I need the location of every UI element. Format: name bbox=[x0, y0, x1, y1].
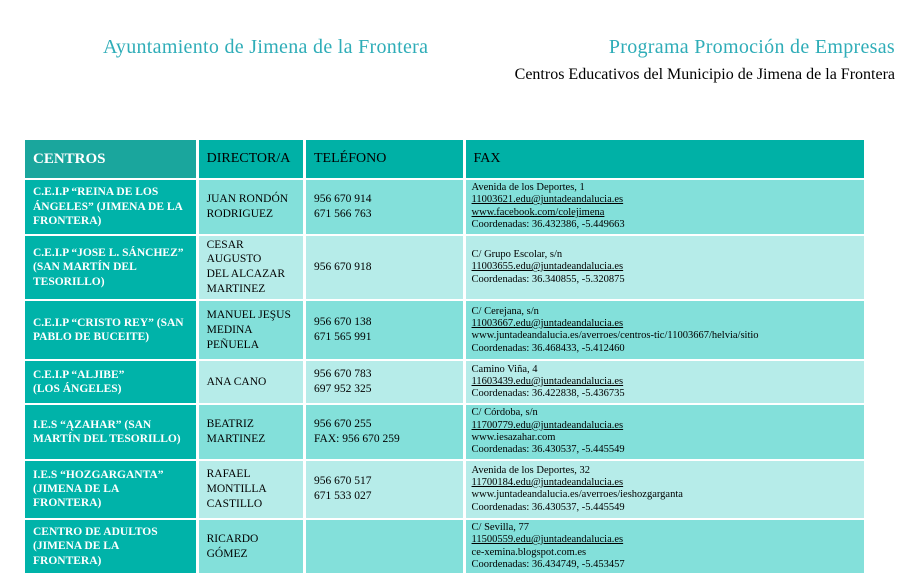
telefono-cell: 956 670 783 697 952 325 bbox=[305, 361, 463, 404]
coordinates-line: Coordenadas: 36.430537, -5.445549 bbox=[471, 444, 625, 456]
address-line: C/ Cerejana, s/n bbox=[471, 305, 539, 317]
address-line: C/ Córdoba, s/n bbox=[471, 407, 538, 419]
fax-cell: C/ Sevilla, 77 11500559.edu@juntadeandal… bbox=[465, 519, 864, 574]
page-title-right: Programa Promoción de Empresas bbox=[608, 36, 895, 58]
coordinates-line: Coordenadas: 36.430537, -5.445549 bbox=[471, 501, 625, 513]
fax-cell: Camino Viña, 4 11603439.edu@juntadeandal… bbox=[465, 361, 864, 404]
centro-cell: C.E.I.P “CRISTO REY” (SAN PABLO DE BUCEI… bbox=[25, 301, 196, 360]
coordinates-line: Coordenadas: 36.434749, -5.453457 bbox=[471, 558, 625, 570]
website-link: www.juntadeandalucia.es/averroes/centros… bbox=[471, 330, 759, 342]
director-cell: MANUEL JEŞUS MEDINA PEÑUELA bbox=[198, 301, 303, 360]
website-link: www.iesazahar.com bbox=[471, 432, 556, 443]
fax-cell: C/ Cerejana, s/n 11003667.edu@juntadeand… bbox=[465, 301, 864, 360]
telefono-cell: 956 670 138 671 565 991 bbox=[305, 301, 463, 360]
coordinates-line: Coordenadas: 36.340855, -5.320875 bbox=[471, 273, 625, 285]
page-title-left: Ayuntamiento de Jimena de la Frontera bbox=[103, 36, 429, 58]
table-row: C.E.I.P “CRISTO REY” (SAN PABLO DE BUCEI… bbox=[25, 301, 864, 360]
director-cell: RAFAEL MONTILLA CASTILLO bbox=[198, 460, 303, 518]
centro-cell: C.E.I.P “ALJIBE” (LOS ÁNGELES) bbox=[25, 361, 196, 404]
telefono-cell bbox=[305, 519, 463, 574]
centro-cell: I.E.S “ĄZAHAR” (SAN MARTÍN DEL TESORILLO… bbox=[25, 405, 196, 459]
column-header-director: DIRECTOR/A bbox=[198, 140, 303, 178]
email-link[interactable]: 11003655.edu@juntadeandalucia.es bbox=[471, 261, 624, 273]
table-header: CENTROS DIRECTOR/A TELÉFONO FAX bbox=[25, 140, 864, 178]
table-row: C.E.I.P “ALJIBE” (LOS ÁNGELES) ANA CANO … bbox=[25, 361, 864, 404]
address-line: Camino Viña, 4 bbox=[471, 363, 538, 375]
table-row: CENTRO DE ADULTOS (JIMENA DE LA FRONTERA… bbox=[25, 519, 864, 574]
coordinates-line: Coordenadas: 36.422838, -5.436735 bbox=[471, 388, 625, 400]
website-link[interactable]: www.facebook.com/colejimena bbox=[471, 206, 605, 218]
email-link[interactable]: 11003621.edu@juntadeandalucia.es bbox=[471, 194, 624, 206]
coordinates-line: Coordenadas: 36.432386, -5.449663 bbox=[471, 219, 625, 231]
address-line: C/ Grupo Escolar, s/n bbox=[471, 248, 563, 260]
column-header-centros: CENTROS bbox=[25, 140, 196, 178]
fax-cell: C/ Grupo Escolar, s/n 11003655.edu@junta… bbox=[465, 235, 864, 300]
director-cell: BEATRIZ MARTINEZ bbox=[198, 405, 303, 459]
table-row: C.E.I.P “JOSE L. SÁNCHEZ” (SAN MARTÍN DE… bbox=[25, 235, 864, 300]
fax-cell: Avenida de los Deportes, 1 11003621.edu@… bbox=[465, 180, 864, 234]
telefono-cell: 956 670 255 FAX: 956 670 259 bbox=[305, 405, 463, 459]
table-row: C.E.I.P “REINA DE LOS ÁNGELES” (JIMENA D… bbox=[25, 180, 864, 234]
document-page: { "header": { "title_left": "Ayuntamient… bbox=[25, 36, 895, 574]
centro-cell: C.E.I.P “JOSE L. SÁNCHEZ” (SAN MARTÍN DE… bbox=[25, 235, 196, 300]
centro-cell: C.E.I.P “REINA DE LOS ÁNGELES” (JIMENA D… bbox=[25, 180, 196, 234]
centro-cell: CENTRO DE ADULTOS (JIMENA DE LA FRONTERA… bbox=[25, 519, 196, 574]
telefono-cell: 956 670 914 671 566 763 bbox=[305, 180, 463, 234]
column-header-telefono: TELÉFONO bbox=[305, 140, 463, 178]
coordinates-line: Coordenadas: 36.468433, -5.412460 bbox=[471, 342, 625, 354]
address-line: C/ Sevilla, 77 bbox=[471, 521, 530, 533]
email-link[interactable]: 11003667.edu@juntadeandalucia.es bbox=[471, 317, 624, 329]
telefono-cell: 956 670 517 671 533 027 bbox=[305, 460, 463, 518]
website-link: www.juntadeandalucia.es/averroes/ieshozg… bbox=[471, 489, 683, 501]
director-cell: CESAR AUGUSTO DEL ALCAZAR MARTINEZ bbox=[198, 235, 303, 300]
website-link: ce-xemina.blogspot.com.es bbox=[471, 546, 587, 558]
email-link[interactable]: 11603439.edu@juntadeandalucia.es bbox=[471, 376, 624, 388]
column-header-fax: FAX bbox=[465, 140, 864, 178]
director-cell: JUAN RONDÓN RODRIGUEZ bbox=[198, 180, 303, 234]
email-link[interactable]: 11700184.edu@juntadeandalucia.es bbox=[471, 476, 624, 488]
centro-cell: I.E.S “HOZGARGANTA” (JIMENA DE LA FRONTE… bbox=[25, 460, 196, 518]
address-line: Avenida de los Deportes, 32 bbox=[471, 464, 591, 476]
fax-cell: C/ Córdoba, s/n 11700779.edu@juntadeanda… bbox=[465, 405, 864, 459]
table-row: I.E.S “HOZGARGANTA” (JIMENA DE LA FRONTE… bbox=[25, 460, 864, 518]
header-row: CENTROS DIRECTOR/A TELÉFONO FAX bbox=[25, 140, 864, 178]
address-line: Avenida de los Deportes, 1 bbox=[471, 182, 585, 193]
email-link[interactable]: 11700779.edu@juntadeandalucia.es bbox=[471, 419, 624, 431]
table-row: I.E.S “ĄZAHAR” (SAN MARTÍN DEL TESORILLO… bbox=[25, 405, 864, 459]
page-subtitle: Centros Educativos del Municipio de Jime… bbox=[514, 66, 895, 83]
director-cell: ANA CANO bbox=[198, 361, 303, 404]
fax-cell: Avenida de los Deportes, 32 11700184.edu… bbox=[465, 460, 864, 518]
telefono-cell: 956 670 918 bbox=[305, 235, 463, 300]
table-body: C.E.I.P “REINA DE LOS ÁNGELES” (JIMENA D… bbox=[25, 180, 864, 574]
email-link[interactable]: 11500559.edu@juntadeandalucia.es bbox=[471, 534, 624, 546]
centers-table: CENTROS DIRECTOR/A TELÉFONO FAX C.E.I.P … bbox=[22, 138, 867, 575]
director-cell: RICARDO GÓMEZ bbox=[198, 519, 303, 574]
